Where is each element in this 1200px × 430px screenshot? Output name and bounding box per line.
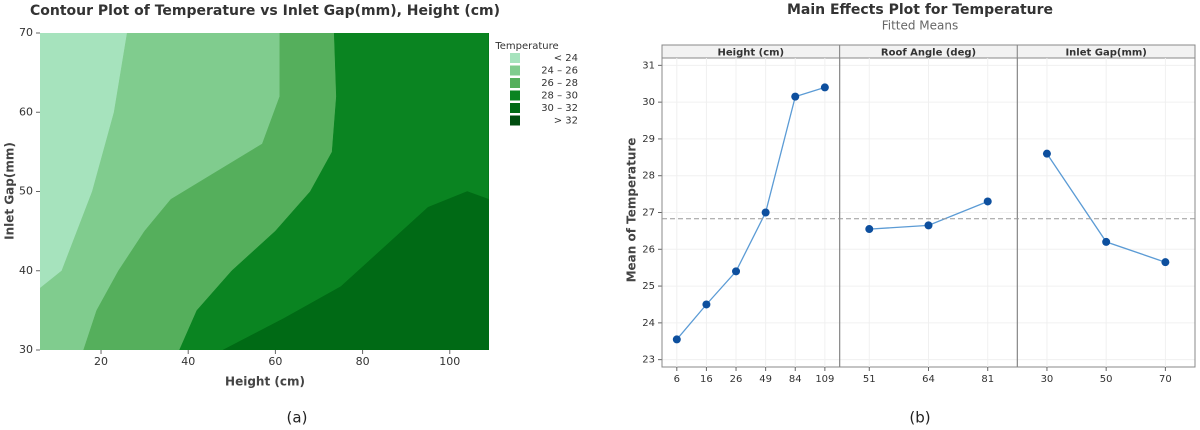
chart-title: Main Effects Plot for Temperature xyxy=(787,2,1053,18)
caption: (b) xyxy=(909,409,930,427)
x-tick-label: 80 xyxy=(356,355,370,368)
y-tick-label: 23 xyxy=(642,355,655,366)
point xyxy=(983,197,992,206)
legend-swatch xyxy=(510,115,520,126)
line xyxy=(676,86,826,340)
point xyxy=(865,225,874,234)
y-axis-label: Inlet Gap(mm) xyxy=(3,142,17,240)
point xyxy=(820,83,829,92)
point xyxy=(791,92,800,101)
legend-label: < 24 xyxy=(554,53,578,64)
point xyxy=(1102,237,1111,246)
y-tick-label: 28 xyxy=(642,171,655,182)
x-tick-label: 16 xyxy=(700,374,713,385)
point xyxy=(732,267,741,276)
legend-swatch xyxy=(510,65,520,76)
y-tick-label: 50 xyxy=(19,185,33,198)
point xyxy=(1042,149,1051,158)
legend-swatch xyxy=(510,103,520,113)
point xyxy=(1161,258,1170,267)
x-tick-label: 81 xyxy=(981,374,994,385)
x-tick-label: 100 xyxy=(439,355,460,368)
x-tick-label: 64 xyxy=(922,374,935,385)
x-tick-label: 60 xyxy=(268,355,282,368)
y-axis-label: Mean of Temperature xyxy=(625,138,639,283)
contour-region xyxy=(222,33,489,350)
point xyxy=(924,221,933,230)
x-tick-label: 109 xyxy=(815,374,834,385)
legend-label: 26 – 28 xyxy=(541,78,578,89)
strip-label: Height (cm) xyxy=(718,48,785,59)
legend-swatch xyxy=(510,90,520,101)
y-tick-label: 26 xyxy=(642,244,655,255)
y-tick-label: 29 xyxy=(642,134,655,145)
y-tick-label: 25 xyxy=(642,281,655,292)
x-axis-label: Height (cm) xyxy=(225,375,305,389)
y-tick-label: 30 xyxy=(642,97,655,108)
legend-title: Temperature xyxy=(494,41,558,52)
legend-label: 24 – 26 xyxy=(541,66,578,77)
y-tick-label: 30 xyxy=(19,343,33,356)
plot-area xyxy=(40,33,489,350)
point xyxy=(702,300,711,309)
point xyxy=(672,335,681,344)
x-tick-label: 30 xyxy=(1041,374,1054,385)
y-tick-label: 70 xyxy=(19,26,33,39)
legend-swatch xyxy=(510,78,520,88)
x-tick-label: 40 xyxy=(181,355,195,368)
y-tick-label: 60 xyxy=(19,105,33,118)
y-tick-label: 40 xyxy=(19,264,33,277)
x-tick-label: 84 xyxy=(789,374,802,385)
x-tick-label: 50 xyxy=(1100,374,1113,385)
x-tick-label: 49 xyxy=(759,374,772,385)
point xyxy=(761,208,770,217)
x-tick-label: 6 xyxy=(674,374,680,385)
strip-label: Inlet Gap(mm) xyxy=(1065,48,1146,59)
legend-label: 28 – 30 xyxy=(541,91,578,102)
y-tick-label: 31 xyxy=(642,60,655,71)
y-tick-label: 24 xyxy=(642,318,655,329)
x-tick-label: 20 xyxy=(94,355,108,368)
y-tick-label: 27 xyxy=(642,208,655,219)
legend-label: 30 – 32 xyxy=(541,103,578,114)
strip-label: Roof Angle (deg) xyxy=(881,48,976,59)
chart-subtitle: Fitted Means xyxy=(882,19,959,33)
x-tick-label: 70 xyxy=(1159,374,1172,385)
x-tick-label: 26 xyxy=(730,374,743,385)
chart-title: Contour Plot of Temperature vs Inlet Gap… xyxy=(30,3,500,19)
legend-label: > 32 xyxy=(554,116,578,127)
caption: (a) xyxy=(287,409,308,427)
legend-swatch xyxy=(510,53,520,63)
x-tick-label: 51 xyxy=(863,374,876,385)
